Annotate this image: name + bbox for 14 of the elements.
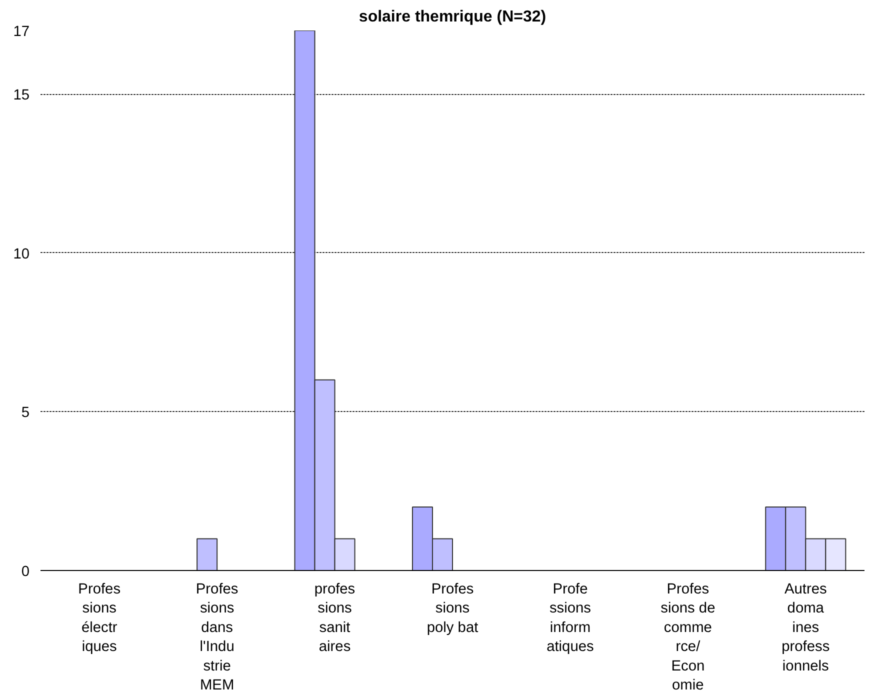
x-tick-label: profes sions sanit aires [314, 582, 356, 656]
x-tick-label: Profes sions poly bat [426, 582, 478, 636]
chart-title: solaire themrique (N=32) [358, 8, 546, 26]
y-tick-label: 10 [13, 246, 30, 262]
y-tick-label: 17 [13, 24, 30, 40]
x-tick-label: Profes sions électr iques [78, 582, 121, 656]
x-tick-label: Autres doma ines profess ionnels [782, 582, 830, 674]
x-tick-label: Profe ssions inform atiques [546, 582, 594, 656]
x-tick-label: Profes sions dans l'Indu strie MEM [196, 582, 238, 694]
y-tick-label: 0 [21, 564, 30, 580]
bar [196, 538, 218, 570]
x-tick-label: Profes sions de comme rce/ Econ omie [660, 582, 716, 694]
y-tick-label: 5 [21, 405, 30, 422]
y-tick-label: 15 [13, 88, 30, 104]
